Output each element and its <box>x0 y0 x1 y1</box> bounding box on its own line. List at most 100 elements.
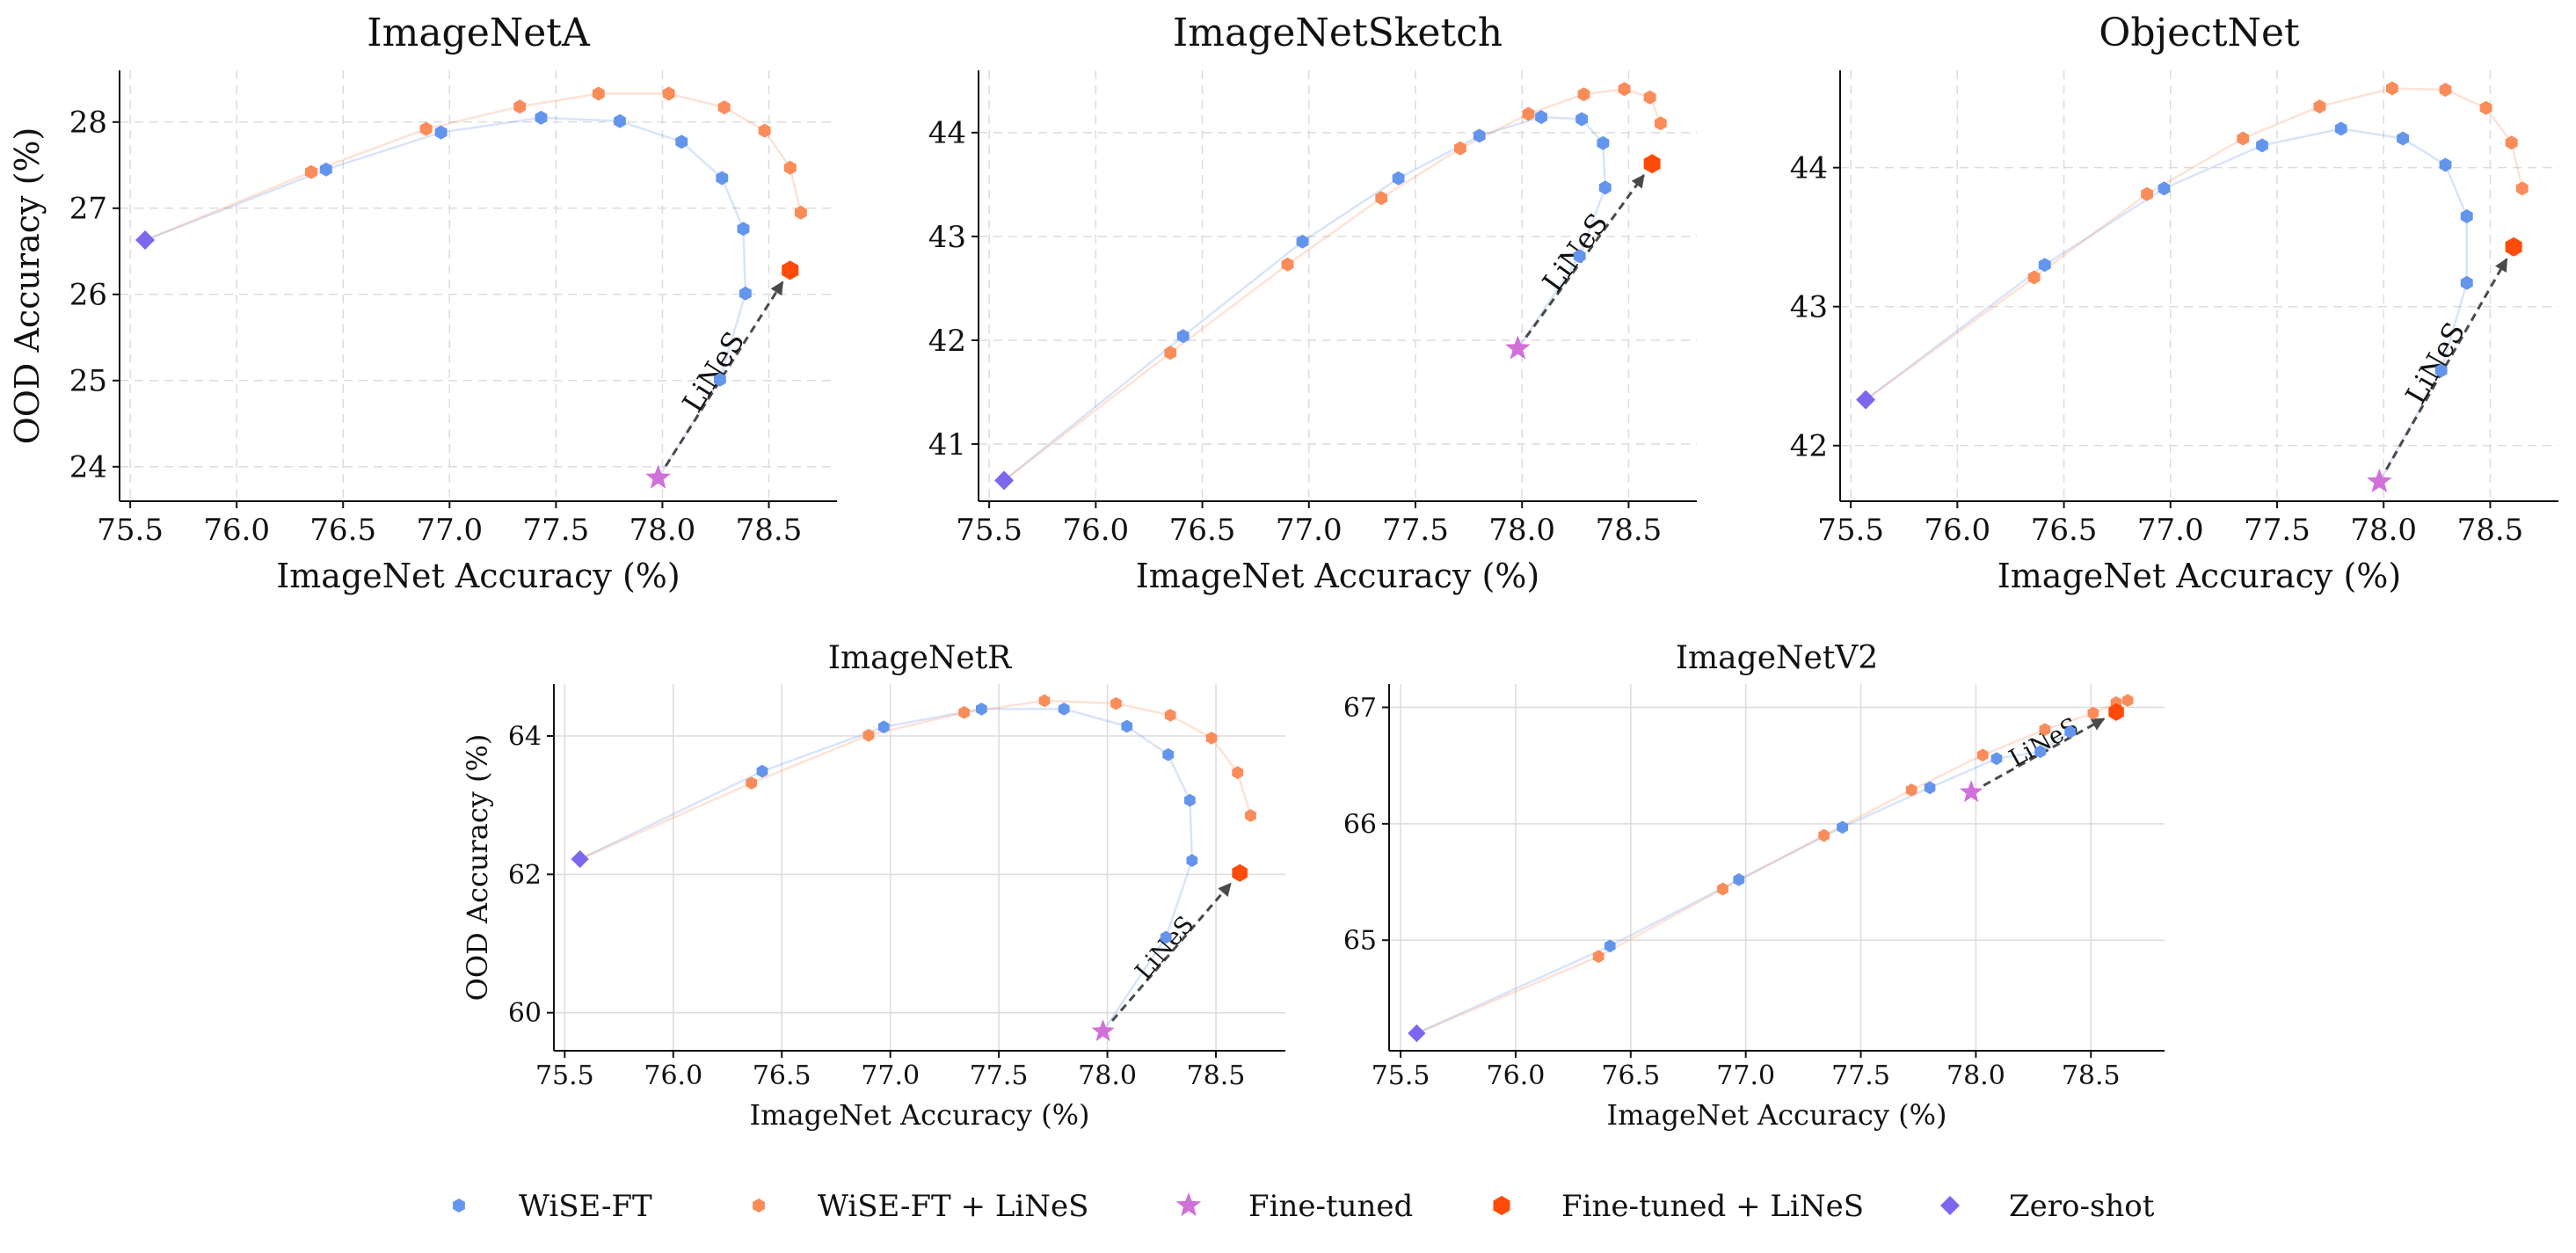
point-wise-ft-lines <box>862 728 875 742</box>
point-fine-tuned <box>1960 780 1983 803</box>
chart-title: ImageNetSketch <box>1173 11 1503 55</box>
point-wise-ft <box>1598 180 1612 195</box>
point-zero-shot <box>135 230 156 251</box>
point-wise-ft-lines <box>662 86 675 101</box>
point-wise-ft <box>2460 275 2473 290</box>
series-line-wise-ft <box>144 116 747 479</box>
legend-label-fine-tuned: Fine-tuned <box>1248 1189 1413 1224</box>
point-wise-ft-lines <box>2439 83 2452 98</box>
point-wise-ft-lines <box>1905 783 1917 797</box>
panel-imagenetr: 75.5 76.0 76.5 77.0 77.5 78.0 78.5 60 62 64 ImageN… <box>461 640 1285 1132</box>
legend-marker-zero-shot <box>1940 1196 1960 1215</box>
x-axis-label: ImageNet Accuracy (%) <box>1607 1098 1947 1132</box>
point-fine-tuned <box>1505 335 1531 360</box>
legend-item-fine-tuned-lines: Fine-tuned + LiNeS <box>1493 1189 1864 1224</box>
point-wise-ft <box>1176 329 1190 344</box>
point-wise-ft <box>2064 725 2077 739</box>
panel-imageneta: 75.5 76.0 76.5 77.0 77.5 78.0 78.5 24 25 26 27 28 Im… <box>8 11 837 595</box>
y-tick-label: 44 <box>1790 151 1828 186</box>
x-tick-label: 78.5 <box>1187 1060 1246 1091</box>
point-wise-ft-lines <box>1164 346 1177 361</box>
x-tick-label: 77.0 <box>2137 513 2204 548</box>
point-fine-tuned <box>2367 468 2392 492</box>
point-wise-ft <box>1597 135 1610 150</box>
point-wise-ft-lines <box>1717 882 1728 896</box>
point-wise-ft-lines <box>2087 706 2099 720</box>
series-line-wise-ft-lines <box>579 699 1252 861</box>
point-wise-ft <box>1186 854 1198 867</box>
point-wise-ft <box>976 703 987 716</box>
grid <box>979 70 1697 501</box>
legend-label-wise-ft: WiSE-FT <box>519 1189 652 1224</box>
point-wise-ft-lines <box>1164 709 1176 722</box>
x-tick-label: 76.5 <box>1601 1060 1660 1091</box>
point-wise-ft-lines <box>1577 87 1590 102</box>
x-tick-label: 76.5 <box>2031 513 2098 548</box>
point-wise-ft-lines <box>2479 100 2492 115</box>
series-line-wise-ft-lines <box>1415 699 2128 1035</box>
point-wise-ft <box>1162 747 1175 761</box>
grid <box>554 684 1285 1051</box>
y-tick-label: 60 <box>508 998 542 1029</box>
point-wise-ft <box>2397 131 2409 146</box>
point-wise-ft-lines <box>1643 90 1656 105</box>
series-line-wise-ft <box>579 708 1194 1032</box>
x-tick-label: 76.0 <box>1062 513 1129 548</box>
point-wise-ft-lines <box>2237 131 2250 146</box>
legend-marker-wise-ft <box>453 1198 465 1213</box>
x-tick-label: 78.0 <box>1078 1060 1137 1091</box>
lines-annotation: LiNeS <box>1130 911 1199 985</box>
point-wise-ft-lines <box>305 164 317 179</box>
point-wise-ft <box>713 372 726 387</box>
point-wise-ft <box>1924 781 1936 795</box>
lines-arrow <box>2384 258 2508 470</box>
point-wise-ft <box>1184 793 1196 807</box>
point-fine-tuned-lines <box>2505 237 2522 257</box>
point-wise-ft-lines <box>1654 116 1667 131</box>
y-tick-label: 43 <box>928 220 966 255</box>
point-wise-ft-lines <box>1618 82 1631 97</box>
point-wise-ft <box>877 720 890 734</box>
x-tick-label: 76.5 <box>309 513 376 548</box>
point-wise-ft-lines <box>2313 99 2326 114</box>
point-wise-ft <box>1573 249 1586 264</box>
x-tick-label: 78.0 <box>1488 513 1555 548</box>
series-line-wise-ft <box>1003 115 1607 482</box>
point-wise-ft <box>1575 112 1588 127</box>
y-tick-label: 28 <box>69 106 107 141</box>
y-tick-label: 24 <box>69 450 107 485</box>
x-tick-label: 77.0 <box>861 1060 920 1091</box>
point-wise-ft-lines <box>1522 106 1535 121</box>
point-wise-ft-lines <box>2039 723 2051 736</box>
panel-imagenetsketch: 75.5 76.0 76.5 77.0 77.5 78.0 78.5 41 42 43 44 Imag… <box>928 11 1697 595</box>
point-fine-tuned-lines <box>1232 863 1248 882</box>
point-wise-ft <box>716 171 729 186</box>
series-line-wise-ft-lines <box>1003 88 1662 482</box>
x-tick-label: 75.5 <box>97 513 164 548</box>
point-wise-ft <box>675 135 688 149</box>
x-tick-label: 77.5 <box>2244 513 2310 548</box>
point-wise-ft <box>1160 930 1172 944</box>
point-wise-ft <box>2334 121 2347 136</box>
x-tick-label: 76.5 <box>1169 513 1236 548</box>
x-tick-label: 78.0 <box>1947 1060 2005 1091</box>
point-wise-ft <box>1392 171 1405 186</box>
x-tick-label: 76.0 <box>644 1060 702 1091</box>
legend-label-zero-shot: Zero-shot <box>2009 1189 2155 1224</box>
point-wise-ft <box>1604 939 1616 953</box>
point-wise-ft-lines <box>1818 828 1830 842</box>
x-tick-label: 77.5 <box>1831 1060 1890 1091</box>
point-wise-ft <box>1473 128 1486 143</box>
legend-item-zero-shot: Zero-shot <box>1940 1189 2155 1224</box>
y-axis-label: OOD Accuracy (%) <box>461 734 494 1002</box>
point-wise-ft-lines <box>419 121 433 136</box>
point-wise-ft-lines <box>2505 135 2518 150</box>
point-zero-shot <box>994 470 1015 491</box>
point-wise-ft <box>2158 181 2171 196</box>
point-wise-ft <box>1733 873 1745 886</box>
y-tick-label: 42 <box>928 324 966 359</box>
y-tick-label: 26 <box>69 278 107 313</box>
point-wise-ft <box>2034 745 2046 759</box>
point-wise-ft <box>319 162 332 177</box>
